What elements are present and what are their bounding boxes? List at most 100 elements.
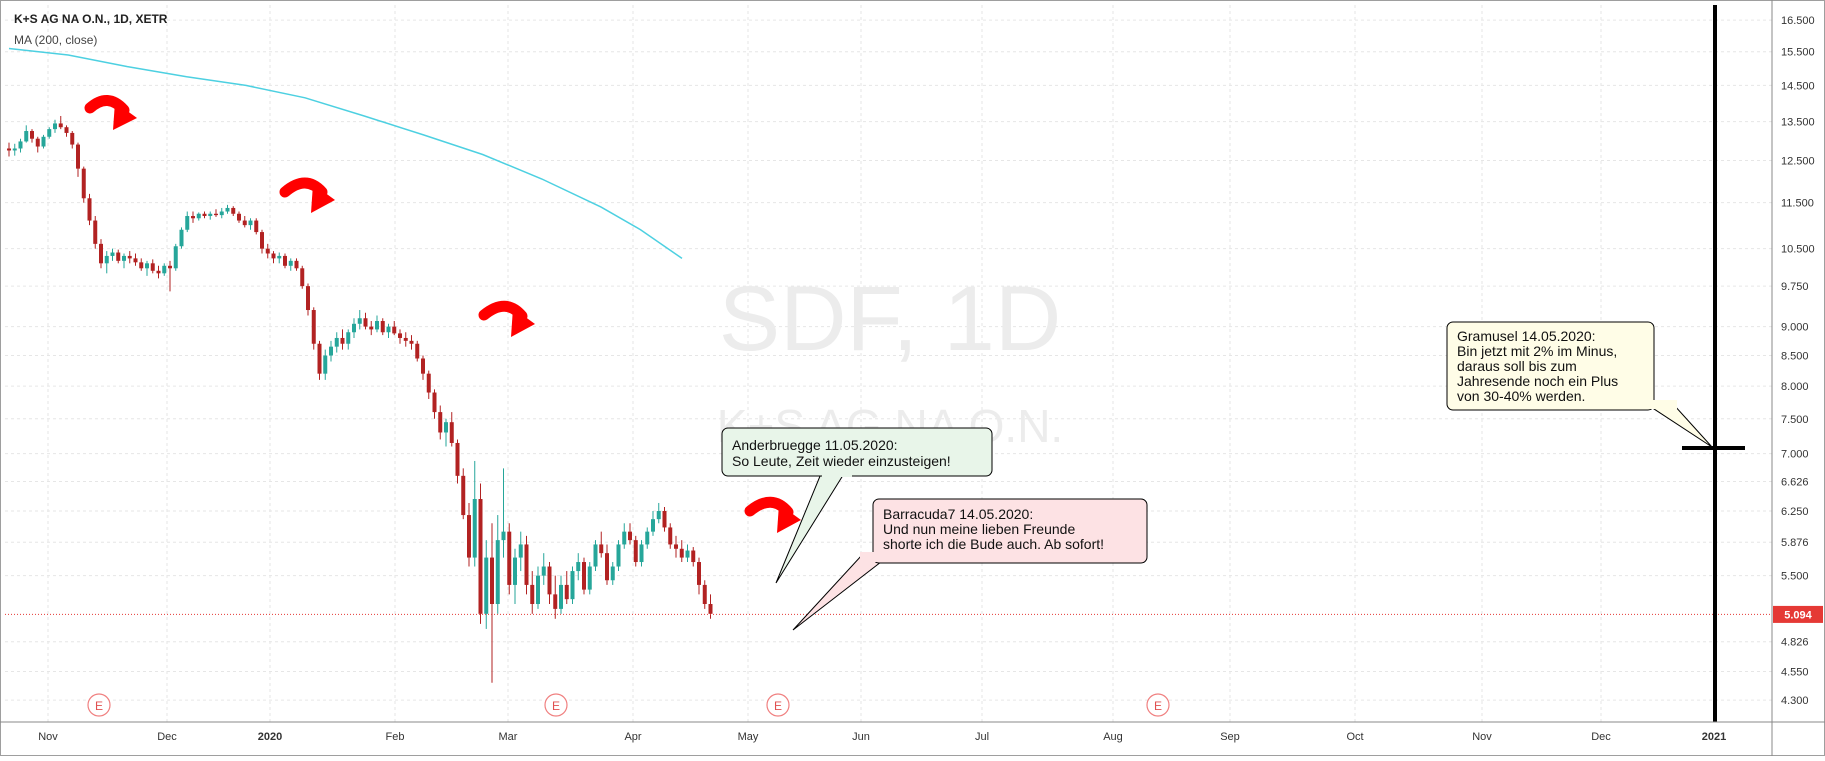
- candle-body: [375, 321, 379, 330]
- indicator-label[interactable]: MA (200, close): [14, 33, 97, 47]
- candle-body: [697, 562, 701, 585]
- candle-body: [633, 540, 638, 563]
- candle-body: [403, 337, 408, 341]
- candle-body: [12, 148, 17, 151]
- candle-body: [191, 216, 195, 219]
- time-tick-label: Nov: [38, 731, 58, 743]
- price-axis[interactable]: 16.500 15.500 14.500 13.500 12.500 11.500 10.5…: [1781, 15, 1815, 707]
- candle-body: [702, 584, 707, 605]
- candle-body: [47, 129, 52, 137]
- candle-body: [185, 216, 190, 230]
- candle-body: [145, 263, 149, 269]
- candle-body: [271, 253, 276, 259]
- price-tick-label: 6.626: [1781, 476, 1809, 488]
- candle-body: [501, 531, 506, 541]
- candle-body: [288, 260, 293, 266]
- candle-body: [576, 562, 581, 572]
- time-tick-label: Nov: [1472, 731, 1492, 743]
- arrow-head-icon: [511, 308, 535, 337]
- candle-body: [449, 422, 454, 443]
- price-tick-label: 10.500: [1781, 244, 1815, 256]
- event-label: E: [1154, 699, 1162, 713]
- candle-body: [30, 131, 34, 139]
- earnings-event-marker[interactable]: E: [766, 693, 790, 717]
- ma200-line: [8, 47, 683, 260]
- callout-author: Anderbruegge 11.05.2020:: [732, 437, 898, 453]
- earnings-event-marker[interactable]: E: [544, 693, 568, 717]
- price-tick-label: 9.750: [1781, 281, 1809, 293]
- price-tick-label: 7.000: [1781, 449, 1809, 461]
- candle-body: [564, 584, 569, 600]
- candle-body: [616, 544, 621, 567]
- time-axis[interactable]: Nov Dec 2020 Feb Mar Apr May Jun Jul Aug Sep Oct Nov…: [38, 731, 1726, 743]
- event-label: E: [774, 699, 782, 713]
- candle-body: [127, 255, 132, 259]
- candle-body: [76, 144, 80, 169]
- callout-barracuda7[interactable]: Barracuda7 14.05.2020: Und nun meine lie…: [860, 498, 1148, 564]
- callout-anderbruegge[interactable]: Anderbruegge 11.05.2020: So Leute, Zeit …: [721, 427, 993, 477]
- candle-body: [116, 252, 121, 261]
- candle-body: [559, 584, 563, 609]
- candle-body: [104, 255, 109, 264]
- callout-gramusel[interactable]: Gramusel 14.05.2020: Bin jetzt mit 2% im…: [1446, 321, 1677, 411]
- candle-body: [461, 475, 466, 516]
- candle-body: [254, 220, 259, 233]
- candle-body: [553, 594, 558, 609]
- time-tick-label: Jun: [852, 731, 870, 743]
- last-price-label: 5.094: [1773, 605, 1823, 623]
- candle-body: [357, 318, 362, 324]
- candle-body: [352, 323, 356, 333]
- candle-body: [93, 220, 98, 244]
- candle-body: [524, 544, 529, 585]
- time-tick-label: Apr: [624, 731, 641, 743]
- grid-lines: [5, 5, 1772, 722]
- price-tick-label: 5.500: [1781, 571, 1809, 583]
- candle-body: [426, 373, 431, 393]
- candle-body: [306, 286, 310, 311]
- time-tick-label: Mar: [499, 731, 518, 743]
- price-tick-label: 8.000: [1781, 381, 1809, 393]
- candle-body: [173, 246, 178, 269]
- candle-body: [691, 550, 696, 563]
- candle-body: [392, 326, 397, 334]
- price-tick-label: 16.500: [1781, 15, 1815, 27]
- candle-body: [202, 213, 207, 217]
- candle-body: [547, 566, 552, 595]
- price-tick-label: 11.500: [1781, 198, 1814, 210]
- price-tick-label: 14.500: [1781, 80, 1815, 92]
- last-price-value: 5.094: [1784, 609, 1812, 621]
- candle-body: [628, 531, 632, 541]
- candle-body: [99, 243, 103, 264]
- callout-text: von 30-40% werden.: [1457, 388, 1585, 404]
- earnings-event-marker[interactable]: E: [87, 693, 111, 717]
- candle-body: [323, 355, 328, 374]
- candle-body: [679, 548, 684, 558]
- candle-body: [587, 566, 592, 590]
- candle-body: [708, 604, 713, 614]
- candle-body: [260, 232, 264, 249]
- candle-body: [662, 510, 667, 528]
- price-tick-label: 9.000: [1781, 322, 1809, 334]
- candle-body: [346, 332, 351, 344]
- candle-body: [369, 326, 374, 330]
- candle-body: [24, 131, 29, 142]
- time-tick-label: 2020: [258, 731, 282, 743]
- earnings-event-marker[interactable]: E: [1146, 693, 1170, 717]
- candle-body: [605, 553, 609, 581]
- candle-body: [18, 141, 23, 149]
- arrow-heads: [113, 102, 801, 533]
- price-tick-label: 6.250: [1781, 506, 1809, 518]
- candle-body: [334, 337, 339, 347]
- watermark-ticker: SDF, 1D: [719, 268, 1062, 370]
- symbol-title[interactable]: K+S AG NA O.N., 1D, XETR: [14, 12, 168, 26]
- candle-body: [639, 544, 644, 563]
- candle-body: [277, 255, 282, 259]
- candle-body: [237, 213, 241, 221]
- callout-text: So Leute, Zeit wieder einzusteigen!: [732, 453, 951, 469]
- candle-body: [35, 138, 40, 147]
- candle-body: [179, 229, 184, 247]
- candle-body: [438, 412, 443, 433]
- candle-body: [248, 220, 253, 226]
